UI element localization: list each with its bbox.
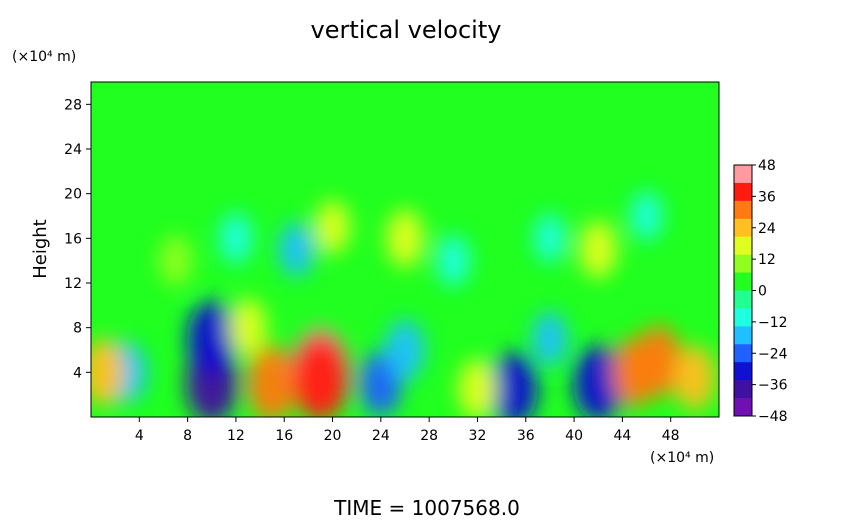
y-tick-label: 8 [73,321,82,337]
velocity-feature-10 [489,352,538,417]
x-tick-label: 24 [372,428,390,444]
velocity-feature-3 [187,301,237,377]
y-axis-unit: (×10⁴ m) [12,49,76,65]
x-tick-label: 4 [135,428,144,444]
velocity-feature-11 [573,345,623,417]
chart-title: vertical velocity [311,16,502,44]
x-tick-label: 48 [662,428,680,444]
plot-frame [90,81,720,418]
y-axis-label: Height [30,219,51,279]
velocity-feature-16 [532,312,568,366]
colorbar-swatch-5 [734,254,752,274]
colorbar-tick-label: −36 [758,378,788,394]
colorbar-tick-label: 24 [758,221,776,237]
velocity-feature-15 [457,358,498,417]
colorbar-tick-label: 36 [758,189,776,205]
colorbar-ticks: 48 36 24 12 0 −12 −24 −36 −48 [752,158,788,425]
velocity-field [91,191,716,417]
colorbar-tick-label: −48 [758,409,788,425]
x-axis: 4 8 12 16 20 24 28 32 36 40 44 48 [135,417,680,444]
velocity-feature-17 [278,222,314,277]
colorbar-swatch-6 [734,272,752,291]
colorbar-swatch-1 [734,182,752,202]
velocity-feature-4 [247,345,297,417]
velocity-feature-23 [219,212,253,265]
velocity-feature-9 [229,298,267,357]
colorbar-tick-label: 0 [758,284,767,300]
y-tick-label: 20 [64,187,82,203]
colorbar-tick-label: −24 [758,346,788,362]
x-tick-label: 36 [517,428,535,444]
velocity-feature-24 [630,191,663,241]
colorbar-swatch-9 [734,326,752,345]
y-tick-label: 4 [73,365,82,381]
y-tick-label: 12 [64,276,82,292]
x-tick-label: 44 [613,428,631,444]
velocity-feature-1 [91,338,125,406]
x-tick-label: 40 [565,428,583,444]
colorbar-swatch-0 [734,165,752,184]
colorbar: 48 36 24 12 0 −12 −24 −36 −48 [733,158,788,425]
x-tick-label: 32 [469,428,487,444]
velocity-feature-14 [673,345,716,411]
velocity-feature-25 [158,234,193,287]
velocity-feature-18 [386,209,424,268]
y-tick-label: 28 [64,97,82,113]
x-axis-unit: (×10⁴ m) [650,450,714,466]
velocity-feature-20 [579,220,618,279]
y-tick-label: 24 [64,142,82,158]
x-tick-label: 12 [227,428,245,444]
colorbar-swatch-8 [734,308,752,327]
x-tick-label: 20 [324,428,342,444]
colorbar-swatch-2 [734,200,752,220]
velocity-feature-22 [314,200,351,254]
velocity-feature-8 [385,319,425,381]
colorbar-swatch-10 [734,344,752,363]
colorbar-swatch-11 [734,362,752,381]
colorbar-swatch-4 [734,236,752,256]
plot-area [90,81,720,418]
velocity-feature-21 [436,234,471,287]
colorbar-tick-label: 48 [758,158,776,174]
colorbar-tick-label: −12 [758,315,788,331]
y-tick-label: 16 [64,231,82,247]
footer-time: TIME = 1007568.0 [333,496,520,519]
x-tick-label: 16 [275,428,293,444]
colorbar-swatches [734,165,752,417]
colorbar-swatch-3 [734,218,752,238]
y-axis: 4 8 12 16 20 24 28 [64,97,91,381]
velocity-feature-6 [293,335,348,417]
colorbar-swatch-13 [734,398,752,417]
x-tick-label: 28 [420,428,438,444]
velocity-feature-19 [533,213,567,263]
colorbar-swatch-12 [734,380,752,399]
colorbar-swatch-7 [734,290,752,309]
x-tick-label: 8 [183,428,192,444]
colorbar-tick-label: 12 [758,252,776,268]
velocity-feature-13 [635,325,682,397]
